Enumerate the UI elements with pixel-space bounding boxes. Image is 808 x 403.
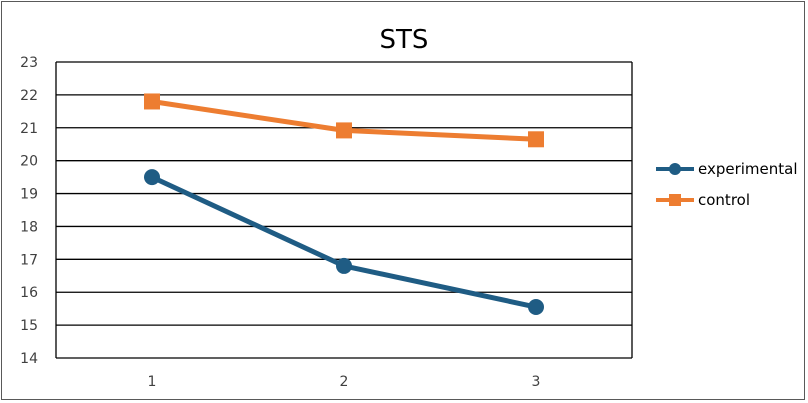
y-tick-label: 17	[20, 252, 38, 268]
y-tick-label: 16	[20, 285, 38, 301]
y-tick-label: 20	[20, 154, 38, 170]
y-tick-label: 21	[20, 121, 38, 137]
y-tick-label: 18	[20, 219, 38, 235]
legend-item-experimental: experimental	[656, 160, 798, 178]
y-tick-label: 19	[20, 187, 38, 203]
y-tick-label: 14	[20, 351, 38, 367]
data-point-control	[144, 93, 160, 110]
chart-title: STS	[380, 25, 429, 55]
gridlines	[56, 61, 632, 359]
series-line-experimental	[149, 174, 539, 310]
series-experimental	[144, 169, 544, 316]
legend: experimental control	[656, 160, 798, 209]
y-tick-label: 23	[20, 55, 38, 71]
legend-label: experimental	[698, 160, 798, 178]
y-tick-label: 15	[20, 318, 38, 334]
x-tick-label: 3	[532, 374, 541, 390]
legend-item-control: control	[656, 191, 750, 209]
series-control	[144, 93, 544, 148]
x-tick-label: 2	[340, 374, 349, 390]
data-point-control	[528, 131, 544, 148]
legend-marker	[669, 194, 681, 206]
legend-label: control	[698, 191, 750, 209]
data-point-experimental	[336, 257, 352, 274]
x-tick-label: 1	[148, 374, 157, 390]
data-point-control	[336, 122, 352, 139]
y-tick-label: 22	[20, 88, 38, 104]
data-point-experimental	[528, 299, 544, 316]
legend-marker	[669, 163, 681, 175]
data-point-experimental	[144, 169, 160, 186]
series-layer	[144, 93, 544, 316]
